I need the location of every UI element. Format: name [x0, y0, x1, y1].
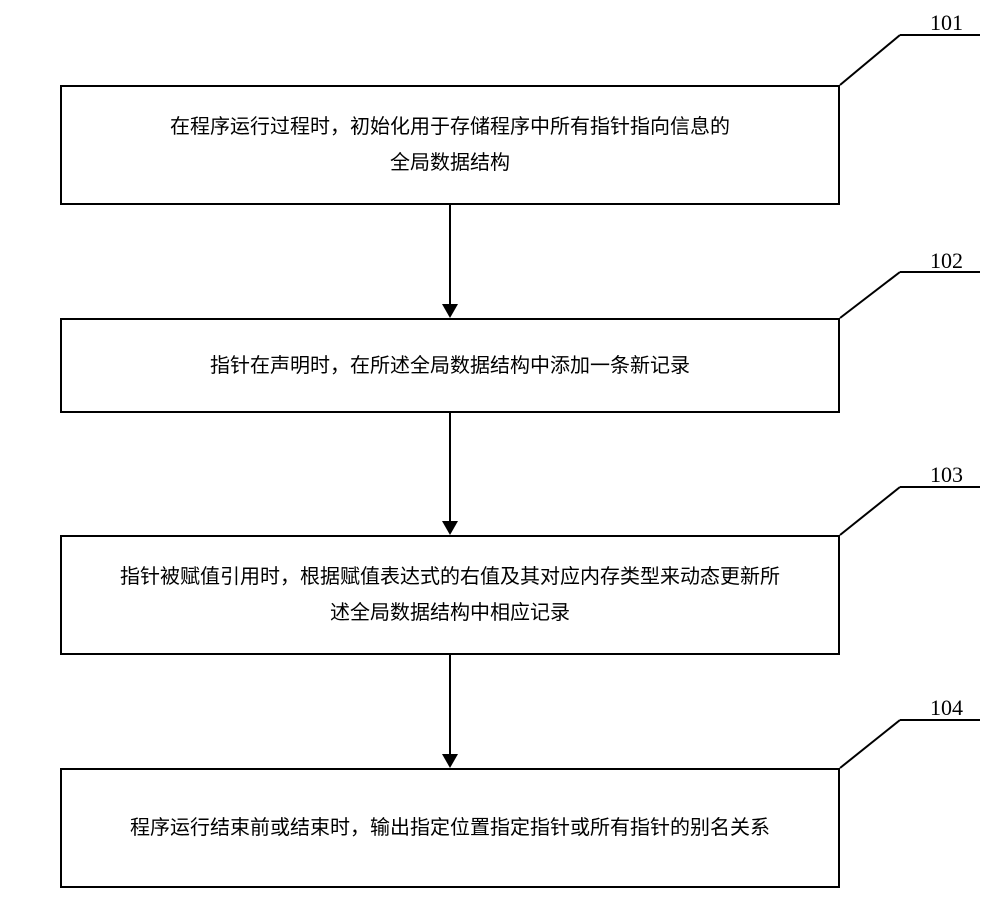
step-box-104: 程序运行结束前或结束时，输出指定位置指定指针或所有指针的别名关系 [60, 768, 840, 888]
arrow-103-104 [449, 655, 451, 754]
step-box-102: 指针在声明时，在所述全局数据结构中添加一条新记录 [60, 318, 840, 413]
step-label-101: 101 [930, 10, 963, 36]
step-text-104: 程序运行结束前或结束时，输出指定位置指定指针或所有指针的别名关系 [130, 810, 770, 846]
step-box-101: 在程序运行过程时，初始化用于存储程序中所有指针指向信息的 全局数据结构 [60, 85, 840, 205]
arrow-head-102-103 [442, 521, 458, 535]
step-label-102: 102 [930, 248, 963, 274]
arrow-head-103-104 [442, 754, 458, 768]
step-box-103: 指针被赋值引用时，根据赋值表达式的右值及其对应内存类型来动态更新所 述全局数据结… [60, 535, 840, 655]
step-label-103: 103 [930, 462, 963, 488]
flowchart-canvas: 在程序运行过程时，初始化用于存储程序中所有指针指向信息的 全局数据结构 101 … [0, 0, 1000, 915]
arrow-head-101-102 [442, 304, 458, 318]
step-label-104: 104 [930, 695, 963, 721]
step-text-101: 在程序运行过程时，初始化用于存储程序中所有指针指向信息的 全局数据结构 [170, 109, 730, 181]
arrow-101-102 [449, 205, 451, 304]
step-text-103: 指针被赋值引用时，根据赋值表达式的右值及其对应内存类型来动态更新所 述全局数据结… [120, 559, 780, 631]
arrow-102-103 [449, 413, 451, 521]
step-text-102: 指针在声明时，在所述全局数据结构中添加一条新记录 [210, 348, 690, 384]
